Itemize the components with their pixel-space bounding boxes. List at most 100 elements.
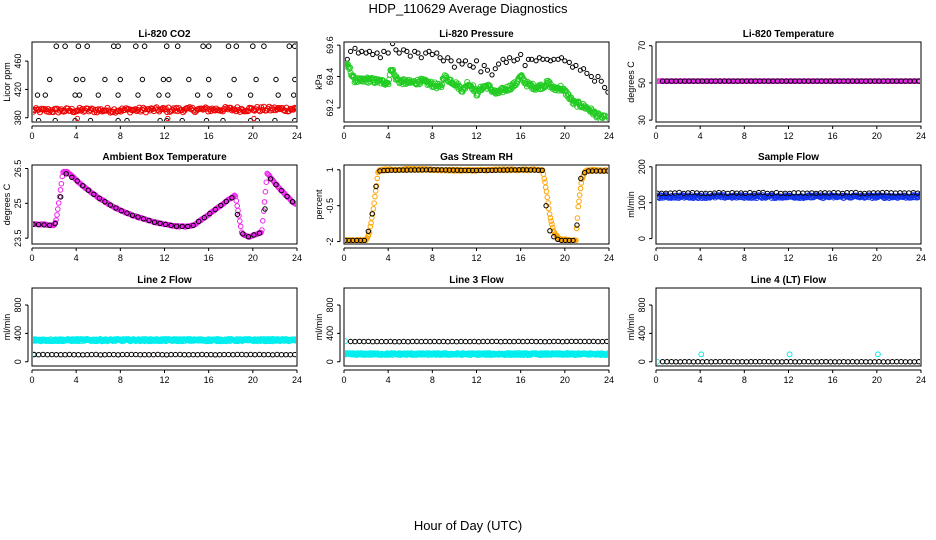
data-point [478, 69, 484, 75]
data-point [201, 214, 208, 221]
data-point [115, 352, 121, 358]
data-point [369, 211, 375, 217]
data-point [190, 222, 196, 229]
x-tick-label: 20 [872, 253, 882, 263]
data-point [205, 43, 212, 50]
panel-title: Line 3 Flow [449, 275, 504, 286]
data-point [717, 359, 723, 365]
y-tick-label: 400 [637, 326, 647, 341]
data-point [374, 175, 381, 182]
data-point [551, 234, 557, 240]
data-point [352, 338, 358, 345]
data-point [544, 194, 551, 201]
data-point [194, 352, 201, 358]
data-point [243, 352, 249, 358]
panel-title: Ambient Box Temperature [102, 152, 227, 163]
data-point [345, 60, 347, 67]
data-point [739, 359, 745, 365]
data-point [559, 339, 566, 345]
data-point [133, 43, 139, 50]
x-tick-label: 0 [29, 375, 34, 385]
x-tick-label: 16 [828, 375, 838, 385]
data-point [566, 59, 572, 66]
data-point [267, 176, 274, 182]
data-point [845, 359, 851, 365]
data-point [573, 225, 580, 232]
series-sample_flow_ref [657, 189, 920, 197]
y-axis-label: ml/min [626, 314, 636, 341]
data-point [721, 359, 728, 365]
data-point [102, 76, 108, 83]
data-point [522, 62, 528, 69]
data-point [73, 76, 79, 83]
data-point [190, 107, 197, 114]
x-tick-label: 12 [783, 131, 793, 141]
data-points-sample_flow [657, 189, 920, 201]
series-line4_cyan [657, 351, 881, 365]
data-point [757, 359, 763, 365]
data-point [251, 115, 257, 121]
data-point [53, 217, 59, 223]
data-point [489, 72, 495, 78]
data-point [805, 359, 812, 365]
data-point [827, 359, 834, 365]
panel-rh: Gas Stream RH percent 0 4 8 12 16 20 24 -2 -0.5 1 [314, 152, 614, 263]
data-point [203, 352, 210, 358]
data-point [810, 359, 816, 365]
series-co2_ref_top [53, 43, 296, 50]
data-point [234, 211, 241, 218]
data-point [207, 210, 213, 217]
data-point [502, 338, 508, 345]
y-tick-label: 69.2 [325, 99, 335, 117]
x-tick-label: 20 [560, 131, 570, 141]
y-tick-label: 25 [13, 198, 23, 208]
x-tick-label: 16 [204, 131, 214, 141]
data-point [543, 188, 550, 195]
x-tick-label: 24 [604, 131, 614, 141]
data-point [549, 224, 556, 231]
data-point [199, 351, 205, 358]
data-point [605, 351, 608, 358]
data-point [473, 58, 480, 64]
x-tick-label: 20 [560, 253, 570, 263]
data-point [263, 179, 270, 185]
data-point [412, 167, 418, 173]
data-points-pressure [345, 43, 608, 121]
data-point [765, 359, 772, 365]
data-point [275, 104, 282, 112]
data-point [42, 92, 48, 98]
data-point [256, 351, 263, 358]
data-point [832, 359, 838, 365]
data-point [438, 84, 445, 91]
data-point [747, 189, 753, 196]
data-point [712, 359, 719, 365]
data-point [871, 359, 878, 365]
plot-frame [655, 287, 922, 367]
data-point [592, 78, 598, 84]
data-point [135, 214, 141, 220]
data-point [292, 76, 296, 83]
data-point [541, 175, 548, 182]
x-tick-label: 4 [698, 253, 703, 263]
data-point [372, 188, 379, 194]
data-point [168, 351, 174, 358]
data-point [347, 338, 354, 345]
data-point [284, 193, 290, 200]
data-point [220, 117, 226, 121]
data-point [352, 45, 358, 51]
data-point [207, 92, 213, 98]
data-point [682, 359, 688, 365]
data-point [520, 338, 526, 345]
data-point [102, 352, 108, 358]
data-point [159, 352, 166, 358]
data-point [58, 352, 64, 358]
data-point [916, 359, 920, 365]
data-point [602, 84, 608, 91]
x-axis-label: Hour of Day (UTC) [413, 518, 523, 533]
data-point [507, 55, 513, 61]
y-tick-label: 380 [13, 110, 23, 125]
data-point [405, 339, 411, 345]
data-point [489, 167, 495, 174]
panel-title: Line 2 Flow [137, 275, 192, 286]
data-point [80, 352, 86, 358]
